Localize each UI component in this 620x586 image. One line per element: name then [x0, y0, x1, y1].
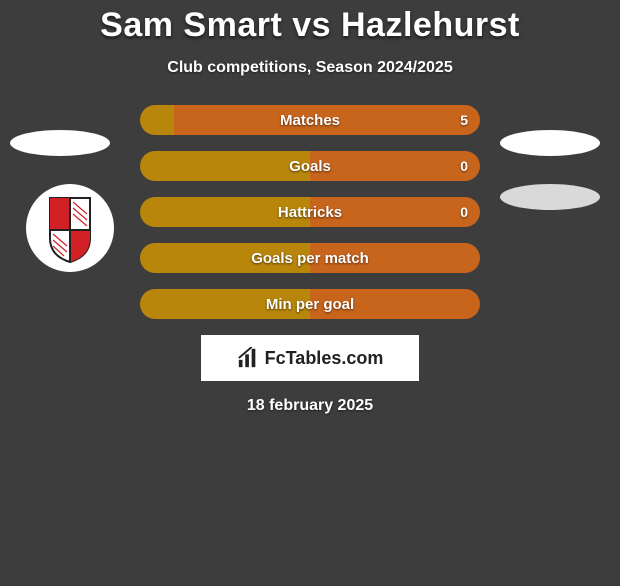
branding-box[interactable]: FcTables.com: [201, 335, 419, 381]
stat-fill-right: [310, 289, 480, 319]
stat-fill-left: [140, 197, 310, 227]
stat-fill-right: [310, 197, 480, 227]
stat-fill-right: [310, 151, 480, 181]
bar-chart-icon: [237, 347, 259, 369]
stat-row: Hattricks0: [140, 197, 480, 227]
player-left-club-badge: [26, 184, 114, 272]
stat-fill-left: [140, 243, 310, 273]
stat-fill-left: [140, 105, 174, 135]
stat-fill-right: [174, 105, 480, 135]
stat-fill-left: [140, 151, 310, 181]
stat-fill-right: [310, 243, 480, 273]
stats-container: Matches5 Goals0 Hattricks0 Goals per match M…: [140, 105, 480, 319]
stat-row: Matches5: [140, 105, 480, 135]
stat-row: Goals per match: [140, 243, 480, 273]
player-left-marker: [10, 130, 110, 156]
comparison-subtitle: Club competitions, Season 2024/2025: [0, 59, 620, 77]
player-right-marker-2: [500, 184, 600, 210]
stat-fill-left: [140, 289, 310, 319]
stat-row: Goals0: [140, 151, 480, 181]
stat-row: Min per goal: [140, 289, 480, 319]
comparison-date: 18 february 2025: [0, 397, 620, 415]
comparison-title: Sam Smart vs Hazlehurst: [0, 6, 620, 45]
player-right-marker-1: [500, 130, 600, 156]
branding-text: FcTables.com: [265, 348, 384, 369]
